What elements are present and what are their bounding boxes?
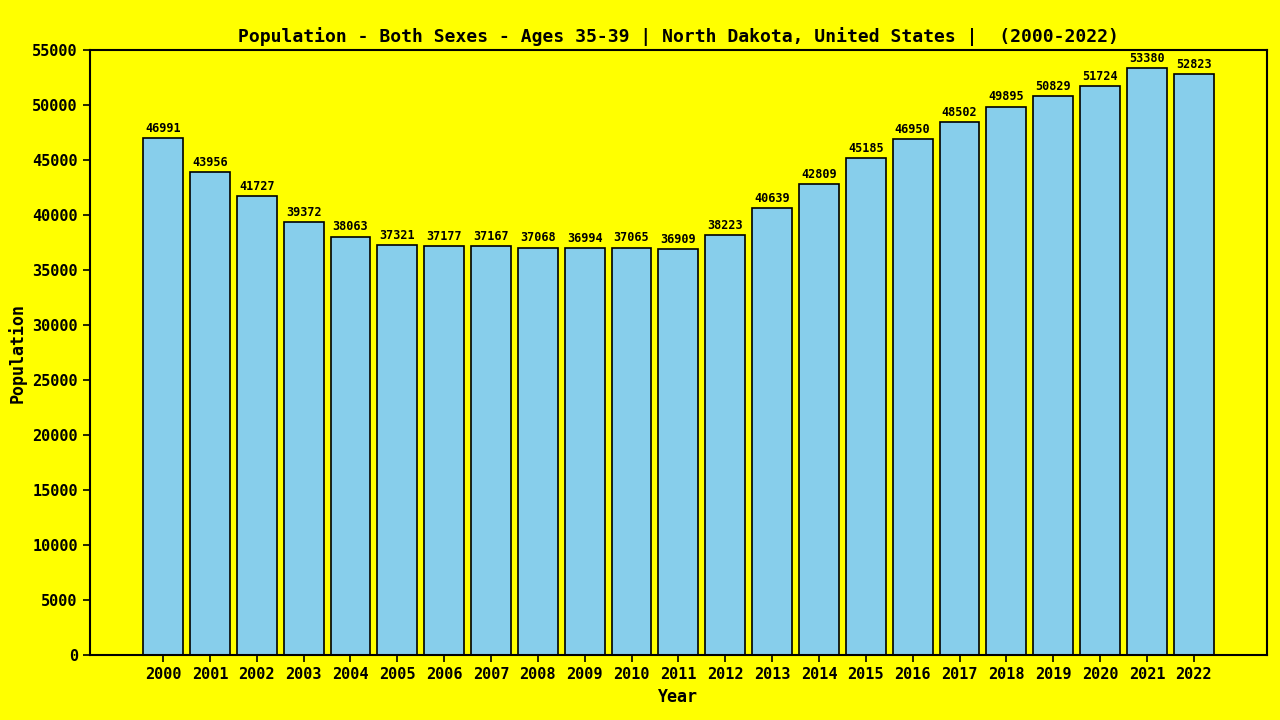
Title: Population - Both Sexes - Ages 35-39 | North Dakota, United States |  (2000-2022: Population - Both Sexes - Ages 35-39 | N…	[238, 27, 1119, 46]
X-axis label: Year: Year	[658, 688, 699, 706]
Text: 36909: 36909	[660, 233, 696, 246]
Text: 50829: 50829	[1036, 80, 1071, 93]
Text: 49895: 49895	[988, 90, 1024, 103]
Bar	[143, 138, 183, 655]
Bar	[189, 172, 230, 655]
Bar	[1126, 68, 1167, 655]
Bar	[564, 248, 604, 655]
Bar	[471, 246, 511, 655]
Bar	[1174, 74, 1213, 655]
Text: 38063: 38063	[333, 220, 369, 233]
Y-axis label: Population: Population	[8, 303, 27, 402]
Bar	[846, 158, 886, 655]
Bar	[1080, 86, 1120, 655]
Bar	[753, 208, 792, 655]
Text: 42809: 42809	[801, 168, 837, 181]
Text: 46950: 46950	[895, 122, 931, 135]
Bar	[658, 249, 699, 655]
Text: 48502: 48502	[942, 106, 978, 119]
Bar	[940, 122, 979, 655]
Text: 43956: 43956	[192, 156, 228, 168]
Text: 36994: 36994	[567, 232, 603, 245]
Bar	[987, 107, 1027, 655]
Bar	[892, 139, 933, 655]
Text: 52823: 52823	[1176, 58, 1212, 71]
Bar	[237, 197, 276, 655]
Bar	[284, 222, 324, 655]
Bar	[1033, 96, 1073, 655]
Bar	[799, 184, 838, 655]
Text: 37068: 37068	[520, 231, 556, 244]
Bar	[378, 245, 417, 655]
Text: 51724: 51724	[1083, 70, 1117, 83]
Bar	[705, 235, 745, 655]
Text: 37167: 37167	[474, 230, 509, 243]
Text: 38223: 38223	[708, 219, 744, 232]
Bar	[330, 237, 370, 655]
Text: 40639: 40639	[754, 192, 790, 205]
Bar	[424, 246, 465, 655]
Text: 37321: 37321	[379, 228, 415, 241]
Text: 45185: 45185	[847, 142, 883, 155]
Text: 41727: 41727	[239, 180, 274, 193]
Text: 37065: 37065	[613, 231, 649, 244]
Bar	[518, 248, 558, 655]
Bar	[612, 248, 652, 655]
Text: 39372: 39372	[285, 206, 321, 219]
Text: 37177: 37177	[426, 230, 462, 243]
Text: 46991: 46991	[145, 122, 180, 135]
Text: 53380: 53380	[1129, 52, 1165, 65]
